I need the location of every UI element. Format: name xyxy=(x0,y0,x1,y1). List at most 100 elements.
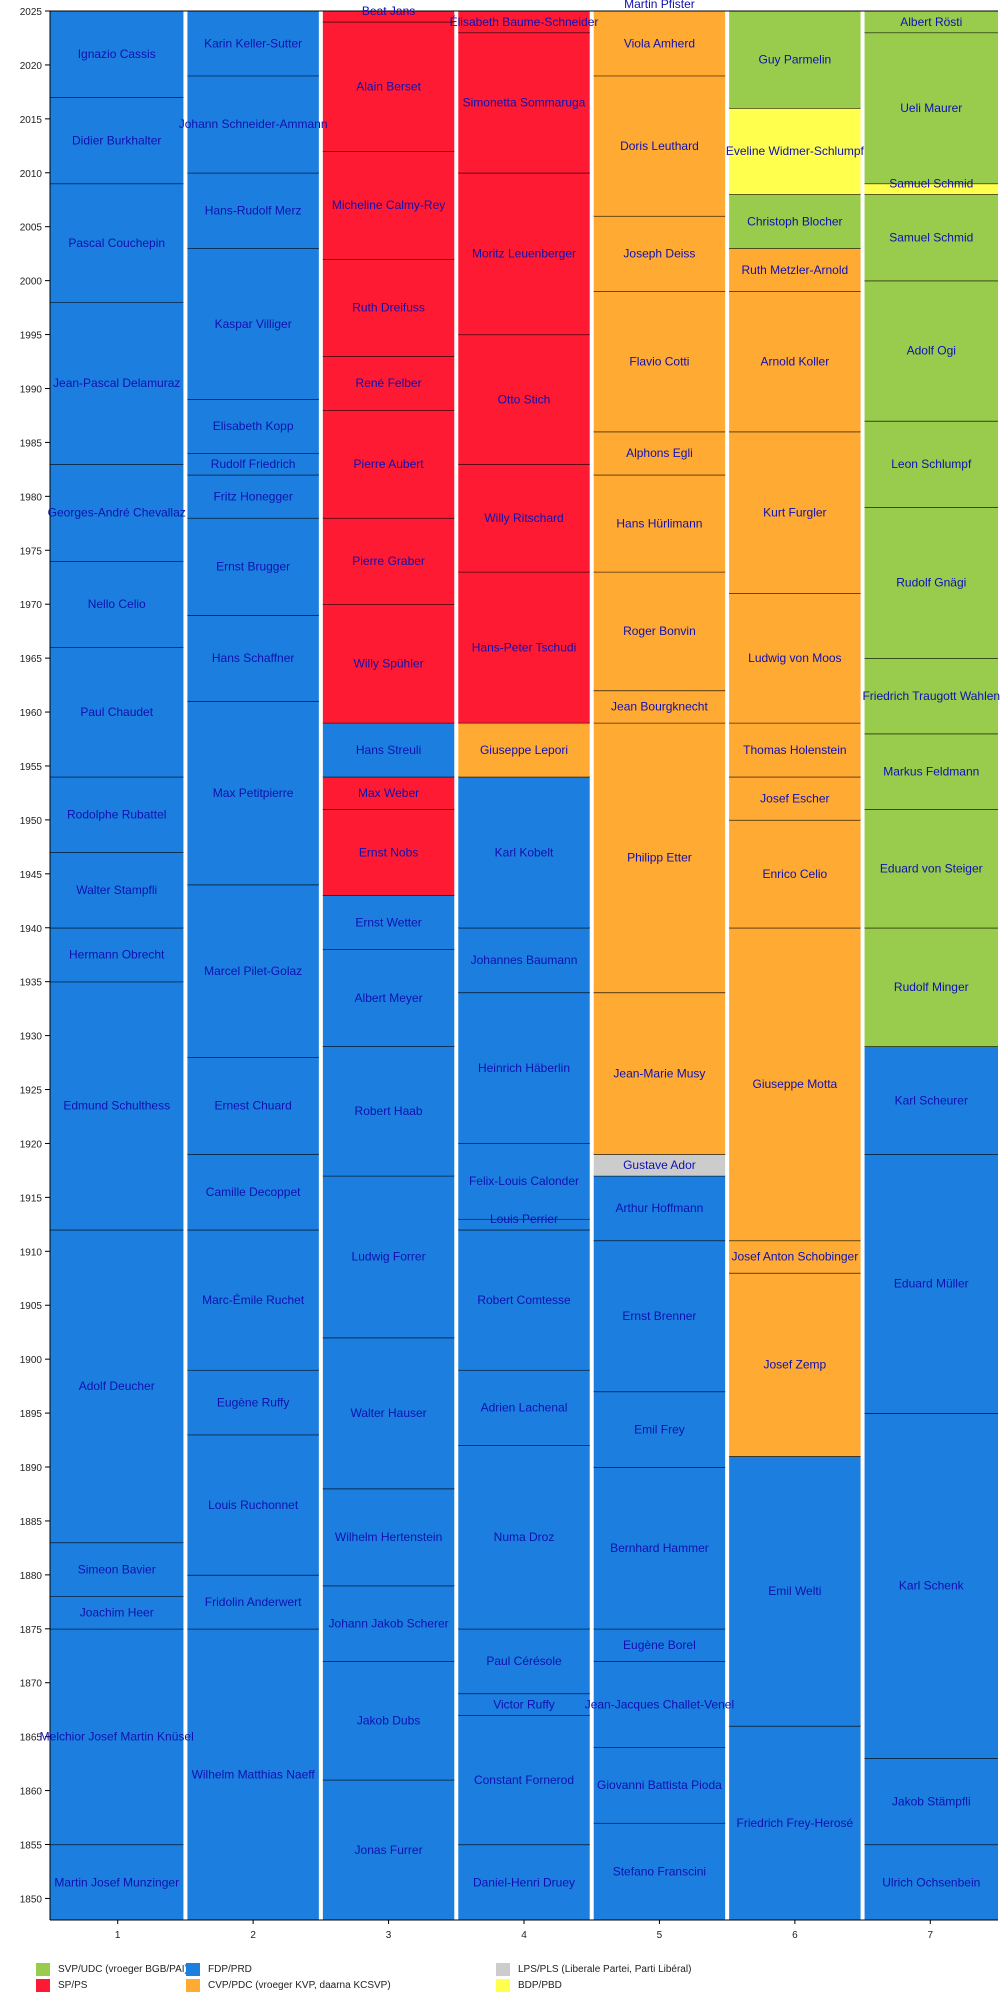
seat-label: Heinrich Häberlin xyxy=(478,1061,570,1075)
seat-label: Karl Scheurer xyxy=(895,1093,968,1107)
seat-bar xyxy=(50,11,184,98)
seat-bar xyxy=(593,1822,726,1920)
seat-bar xyxy=(322,604,455,723)
seat-label: Paul Chaudet xyxy=(80,705,153,719)
seat-bar xyxy=(593,1467,726,1629)
y-tick-label: 2020 xyxy=(20,61,43,72)
legend-item: CVP/PDC (vroeger KVP, daarna KCSVP) xyxy=(186,1978,391,1992)
seat-bar xyxy=(187,1229,319,1370)
seat-bar xyxy=(50,183,184,303)
seat-label: Stefano Franscini xyxy=(613,1864,706,1878)
seat-bar xyxy=(50,1844,184,1920)
seat-label: Ernst Nobs xyxy=(359,845,418,859)
y-tick-label: 1965 xyxy=(20,654,43,665)
y-tick-label: 1900 xyxy=(20,1355,43,1366)
y-tick-label: 1980 xyxy=(20,492,43,503)
seat-bar xyxy=(322,722,455,777)
seat-bar xyxy=(322,517,455,605)
seat-label: Samuel Schmid xyxy=(889,230,973,244)
legend-label: BDP/PBD xyxy=(518,1979,562,1991)
seat-bar xyxy=(864,32,998,184)
legend-item: SVP/UDC (vroeger BGB/PAI) xyxy=(36,1962,188,1976)
seat-bar xyxy=(729,248,861,292)
seat-bar xyxy=(50,852,184,928)
legend-swatch xyxy=(186,1962,200,1976)
y-tick-label: 1890 xyxy=(20,1463,43,1474)
seat-label: Nello Celio xyxy=(88,597,146,611)
seat-label: Johann Jakob Scherer xyxy=(329,1616,449,1630)
seat-label: Ernst Wetter xyxy=(355,915,421,929)
seat-bar xyxy=(593,1154,726,1176)
seat-label: Samuel Schmid xyxy=(889,177,973,191)
seat-bar xyxy=(187,517,319,615)
seat-label: Flavio Cotti xyxy=(629,355,689,369)
seat-bar xyxy=(458,776,590,928)
seat-bar xyxy=(187,614,319,702)
seat-label: Karl Schenk xyxy=(899,1579,965,1593)
seat-bar xyxy=(729,1456,861,1726)
seat-label: Pierre Aubert xyxy=(354,457,425,471)
seat-label: Ludwig von Moos xyxy=(748,651,841,665)
seat-bar xyxy=(322,1337,455,1489)
legend-label: LPS/PLS (Liberale Partei, Parti Libéral) xyxy=(518,1963,692,1975)
seat-label: Simeon Bavier xyxy=(78,1562,156,1576)
legend-swatch xyxy=(36,1978,50,1992)
seat-label: Hans-Rudolf Merz xyxy=(205,204,302,218)
seat-label: Eugène Ruffy xyxy=(217,1395,290,1409)
y-tick-label: 1855 xyxy=(20,1841,43,1852)
legend-item: SP/PS xyxy=(36,1978,87,1992)
seat-bar xyxy=(50,1229,184,1543)
seat-label: Joachim Heer xyxy=(80,1606,154,1620)
seat-label: Didier Burkhalter xyxy=(72,133,161,147)
seat-label: Hans-Peter Tschudi xyxy=(472,640,577,654)
y-tick-label: 1975 xyxy=(20,546,43,557)
seat-label: Alphons Egli xyxy=(626,446,693,460)
seat-bar xyxy=(322,1175,455,1338)
seat-label: Josef Anton Schobinger xyxy=(731,1250,858,1264)
seat-bar xyxy=(593,431,726,475)
y-tick-label: 1935 xyxy=(20,978,43,989)
seat-label: Walter Hauser xyxy=(350,1406,426,1420)
y-tick-label: 1960 xyxy=(20,708,43,719)
y-tick-label: 1865 xyxy=(20,1733,43,1744)
seat-bar xyxy=(729,291,861,432)
seat-label: Adolf Deucher xyxy=(79,1379,155,1393)
seat-label: Ulrich Ochsenbein xyxy=(882,1875,980,1889)
seat-label: Melchior Josef Martin Knüsel xyxy=(40,1730,194,1744)
seat-bar xyxy=(322,410,455,518)
seat-label: Albert Rösti xyxy=(900,15,962,29)
seat-bar xyxy=(593,1175,726,1241)
seat-label: Karin Keller-Sutter xyxy=(204,36,302,50)
seat-label: Beat Jans xyxy=(362,4,415,18)
seat-bar xyxy=(729,1272,861,1457)
seat-bar xyxy=(322,1585,455,1662)
seat-label: Felix-Louis Calonder xyxy=(469,1174,579,1188)
seat-bar xyxy=(458,1445,590,1629)
seat-label: Johann Schneider-Ammann xyxy=(179,117,328,131)
seat-label: Alain Berset xyxy=(356,79,421,93)
y-tick-label: 1875 xyxy=(20,1625,43,1636)
seat-bar xyxy=(322,776,455,810)
seat-label: Gustave Ador xyxy=(623,1158,696,1172)
seat-bar xyxy=(729,194,861,249)
seat-label: Robert Haab xyxy=(355,1104,423,1118)
seat-bar xyxy=(187,399,319,454)
seat-label: Karl Kobelt xyxy=(495,845,554,859)
seat-bar xyxy=(458,1844,590,1920)
seat-label: Jean-Marie Musy xyxy=(613,1066,705,1080)
seat-bar xyxy=(458,1229,590,1370)
seat-bar xyxy=(593,75,726,216)
y-tick-label: 1910 xyxy=(20,1247,43,1258)
seat-label: Pascal Couchepin xyxy=(68,236,165,250)
seat-bar xyxy=(593,690,726,723)
seat-label: Friedrich Frey-Herosé xyxy=(737,1816,854,1830)
seat-bar xyxy=(187,75,319,173)
seat-label: Ernst Brenner xyxy=(622,1309,696,1323)
seat-label: Giuseppe Lepori xyxy=(480,743,568,757)
seat-label: Rudolf Gnägi xyxy=(896,576,966,590)
y-tick-label: 1940 xyxy=(20,924,43,935)
x-tick-label: 2 xyxy=(250,1930,256,1941)
seat-label: Enrico Celio xyxy=(763,867,828,881)
seat-label: Wilhelm Matthias Naeff xyxy=(192,1767,316,1781)
seat-bar xyxy=(458,927,590,993)
